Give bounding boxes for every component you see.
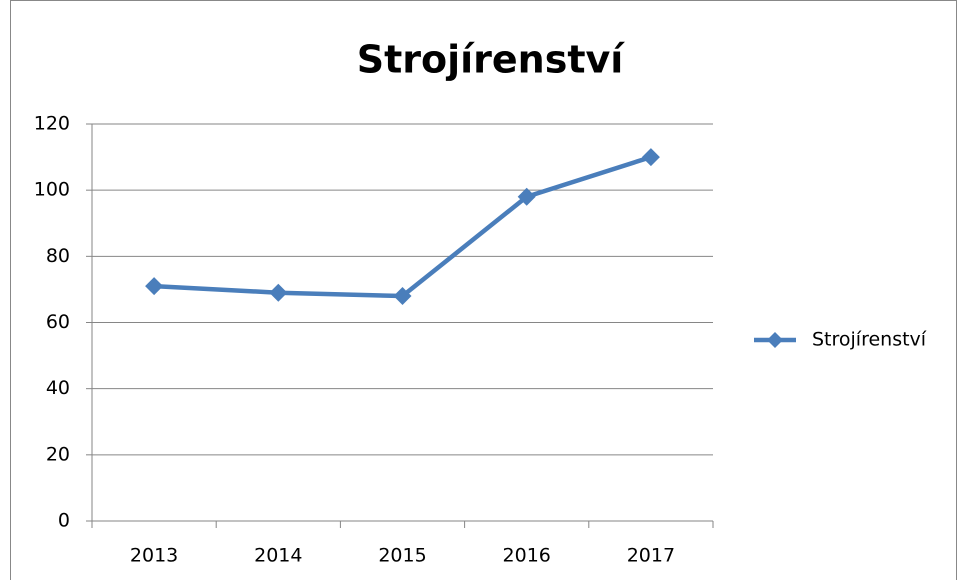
chart-title: Strojírenství bbox=[357, 38, 626, 82]
x-tick-label: 2013 bbox=[130, 545, 178, 567]
y-tick-label: 40 bbox=[46, 377, 70, 399]
data-point bbox=[517, 187, 536, 206]
x-tick-label: 2014 bbox=[254, 545, 302, 567]
chart-border bbox=[10, 0, 957, 580]
y-tick-label: 20 bbox=[46, 443, 70, 465]
legend-marker bbox=[767, 332, 783, 348]
y-tick-label: 60 bbox=[46, 311, 70, 333]
x-tick-label: 2016 bbox=[503, 545, 551, 567]
y-tick-label: 80 bbox=[46, 245, 70, 267]
legend-label: Strojírenství bbox=[812, 329, 927, 351]
x-tick-label: 2017 bbox=[627, 545, 675, 567]
x-tick-label: 2015 bbox=[378, 545, 426, 567]
data-point bbox=[641, 148, 660, 167]
y-tick-label: 120 bbox=[34, 113, 70, 135]
data-point bbox=[393, 287, 412, 306]
y-tick-label: 0 bbox=[58, 510, 70, 532]
data-point bbox=[269, 283, 288, 302]
y-tick-label: 100 bbox=[34, 179, 70, 201]
data-point bbox=[145, 277, 164, 296]
